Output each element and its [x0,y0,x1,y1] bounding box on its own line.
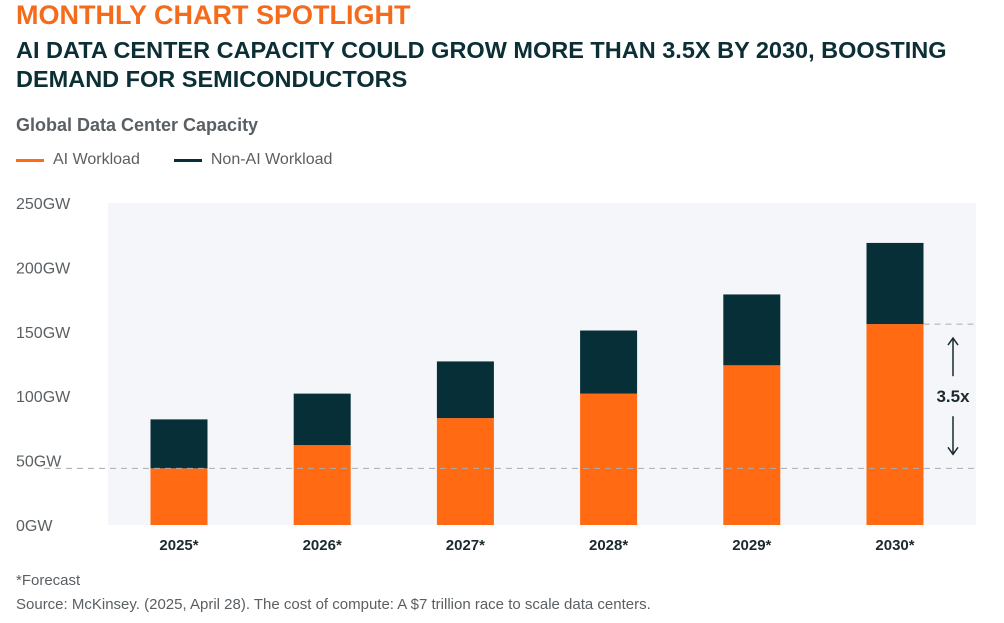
annotation-label: 3.5x [936,387,970,406]
legend-swatch-non-ai [173,158,202,162]
bar-ai-workload [866,324,924,525]
legend-item-non-ai: Non-AI Workload [173,151,333,169]
stacked-bar-chart: 0GW 50GW 100GW 150GW 200GW 250GW 2025* 2026* 202… [16,196,976,554]
x-tick-label: 2028* [589,537,628,554]
y-tick-label: 50GW [16,454,62,471]
bar-ai-workload [293,445,351,525]
footnote: *Forecast [16,572,81,589]
bar-non-ai-workload [436,361,494,419]
bar-ai-workload [580,393,638,525]
y-tick-label: 0GW [16,518,53,535]
bar-non-ai-workload [293,393,351,446]
arrow-down-icon [947,446,959,456]
x-tick-label: 2027* [446,537,485,554]
legend: AI Workload Non-AI Workload [16,151,366,169]
bar-non-ai-workload [150,419,208,469]
legend-swatch-ai [16,158,44,162]
headline: AI DATA CENTER CAPACITY COULD GROW MORE … [16,37,947,92]
bar-ai-workload [436,418,494,525]
arrow-up-icon [947,336,959,346]
legend-label-non-ai: Non-AI Workload [210,151,333,168]
x-tick-label: 2026* [303,537,342,554]
y-tick-label: 250GW [16,196,71,213]
x-tick-label: 2030* [875,537,914,554]
kicker-title: MONTHLY CHART SPOTLIGHT [16,0,411,30]
x-tick-label: 2029* [732,537,771,554]
x-tick-label: 2025* [159,537,198,554]
y-tick-label: 100GW [16,389,71,406]
bar-non-ai-workload [580,330,638,394]
bar-non-ai-workload [723,294,781,366]
bar-ai-workload [150,468,208,525]
y-tick-label: 150GW [16,325,71,342]
bar-non-ai-workload [866,242,924,325]
y-tick-label: 200GW [16,260,71,277]
bar-ai-workload [723,365,781,525]
plot-background [108,203,976,525]
source-note: Source: McKinsey. (2025, April 28). The … [16,596,651,613]
chart-title: Global Data Center Capacity [16,115,259,135]
legend-label-ai: AI Workload [53,151,140,168]
legend-item-ai: AI Workload [16,151,140,169]
